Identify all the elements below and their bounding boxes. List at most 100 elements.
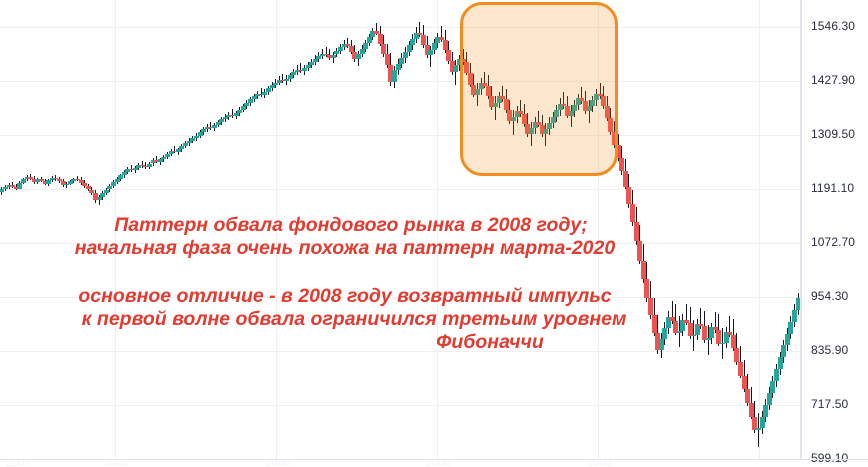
candle-body-down [525,123,531,134]
candlestick [655,0,661,459]
candle-body-down [716,329,722,344]
candle-body-up [283,79,289,82]
candle-body-down [626,186,632,205]
candle-body-up [514,111,520,118]
candle-body-up [262,91,268,96]
candlestick [691,0,697,459]
candlestick [410,0,416,459]
candlestick [532,0,538,459]
candle-body-up [237,109,243,114]
candle-body-down [56,179,62,182]
candle-body-down [60,181,66,186]
candle-body-down [622,171,628,187]
candle-wick [325,47,327,58]
candlestick [222,0,228,459]
candle-body-up [759,416,765,429]
candle-body-up [305,64,311,69]
candle-body-down [258,93,264,96]
candlestick [547,0,553,459]
candle-body-down [748,402,754,417]
candle-body-up [121,172,127,176]
candle-body-down [464,61,470,73]
candle-wick [599,82,601,100]
candle-body-down [673,320,679,333]
candle-wick [462,49,464,65]
candle-body-down [93,193,98,201]
candle-body-up [255,93,261,97]
candlestick [179,0,185,459]
candlestick [67,0,73,459]
candle-body-up [287,75,293,80]
candle-body-up [795,298,800,310]
candle-body-up [147,163,153,168]
candlestick [49,0,55,459]
candle-body-down [702,326,707,340]
candlestick [792,0,798,459]
candle-wick [30,173,32,181]
candle-body-up [165,153,171,157]
candlestick [82,0,88,459]
horizontal-gridline [0,81,800,82]
chart-plot-area[interactable] [0,0,800,459]
candlestick [763,0,769,459]
candle-body-down [471,84,477,95]
candle-body-up [763,404,769,417]
candle-body-up [103,189,109,194]
candle-body-down [449,60,455,72]
candlestick [366,0,372,459]
candle-body-up [276,80,282,83]
candle-wick [174,146,176,154]
horizontal-gridline [0,351,800,352]
candle-wick [156,156,158,164]
candle-body-up [363,42,369,49]
candle-body-up [410,38,416,46]
candlestick [694,0,700,459]
candlestick [665,0,671,459]
candle-body-down [734,348,740,362]
candle-body-down [669,317,675,321]
candlestick [345,0,351,459]
candlestick [283,0,289,459]
horizontal-gridline [0,27,800,28]
candle-body-down [348,46,354,52]
candlestick [334,0,340,459]
candle-body-down [485,85,491,97]
candlestick [233,0,239,459]
horizontal-gridline [0,405,800,406]
candle-wick [141,160,143,168]
candle-body-up [201,129,207,133]
candlestick [35,0,41,459]
candle-wick [495,96,496,121]
price-axis[interactable]: 1546.30 1427.90 1309.50 1191.10 1072.70 954.3… [802,0,868,465]
candlestick [572,0,578,459]
candlestick [244,0,250,459]
candle-body-down [698,323,704,327]
candle-body-up [309,61,315,65]
candle-body-up [211,125,217,129]
candlestick [579,0,585,459]
candle-body-down [89,189,95,194]
candle-body-up [265,88,271,92]
candlestick [420,0,426,459]
candlestick [93,0,98,459]
candle-body-up [118,175,124,179]
candle-body-up [720,342,726,344]
candle-body-down [611,132,617,145]
candlestick [500,0,506,459]
candle-body-up [49,178,55,181]
candle-body-up [575,98,581,105]
candle-body-up [219,119,225,122]
time-axis[interactable]: 2007 2008 2008 2008 2009 [0,460,868,467]
candle-body-up [0,189,5,192]
horizontal-gridline [0,189,800,190]
candlestick [460,0,466,459]
candle-body-up [341,44,347,47]
candle-body-down [377,33,383,44]
candle-body-down [345,44,351,47]
vertical-gridline [437,0,438,459]
candle-body-up [338,46,344,51]
candlestick [374,0,380,459]
candlestick [622,0,628,459]
candlestick [784,0,790,459]
candlestick [136,0,142,459]
